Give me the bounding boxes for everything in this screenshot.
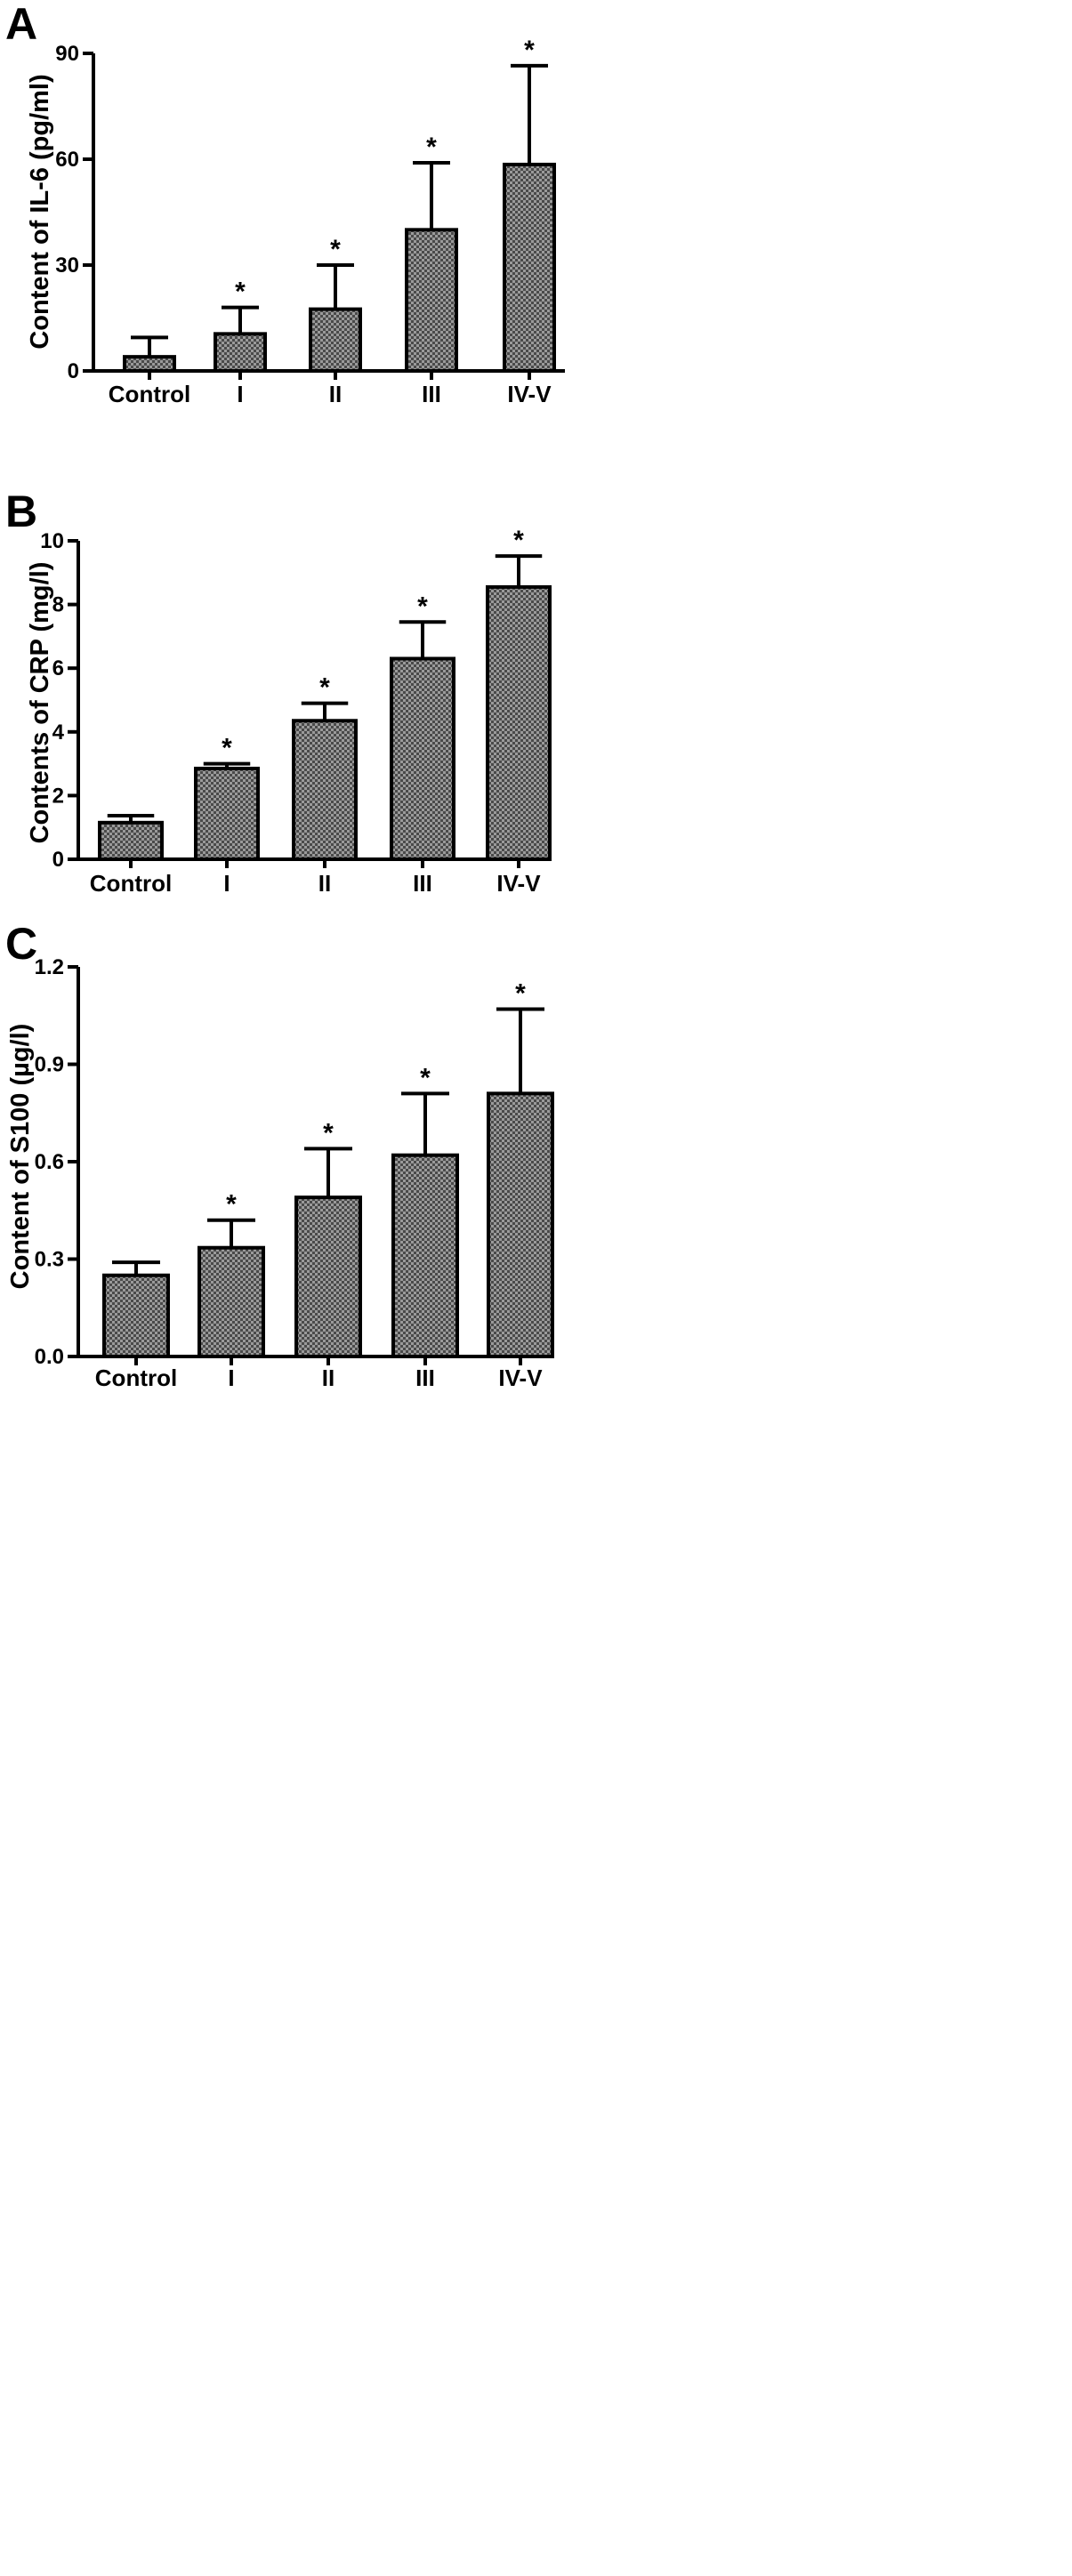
- y-axis-title-a: Content of IL-6 (pg/ml): [26, 74, 54, 349]
- chart-a-y-tick-label-2: 60: [55, 148, 79, 172]
- chart-a-significance-1: *: [235, 278, 246, 307]
- chart-b-significance-2: *: [319, 673, 330, 703]
- panel-letter-c: C: [5, 919, 37, 969]
- chart-b-bar-2: [292, 719, 358, 862]
- chart-a-category-label-4: IV-V: [507, 381, 552, 407]
- chart-a-category-label-0: Control: [109, 381, 190, 407]
- chart-a-significance-3: *: [426, 133, 437, 162]
- chart-a-significance-4: *: [524, 36, 535, 65]
- chart-b-bar-3: [390, 656, 455, 862]
- chart-b-y-tick-label-5: 10: [40, 529, 64, 553]
- chart-c-category-label-0: Control: [95, 1364, 177, 1391]
- chart-c-significance-2: *: [323, 1118, 334, 1147]
- chart-c-bar-4: [487, 1091, 554, 1358]
- chart-b: Control * I * II * III * IV-V 0 2 4 6 8 10: [40, 526, 552, 897]
- y-axis-title-c: Content of S100 (µg/l): [6, 1024, 35, 1290]
- chart-b-significance-1: *: [222, 734, 232, 763]
- chart-c-category-label-1: I: [228, 1364, 234, 1391]
- chart-c-category-label-3: III: [415, 1364, 435, 1391]
- panel-letter-a: A: [5, 0, 37, 49]
- chart-c-y-tick-label-4: 1.2: [35, 955, 64, 979]
- panel-letter-b: B: [5, 487, 37, 536]
- chart-a-y-tick-label-1: 30: [55, 254, 79, 278]
- chart-b-category-label-0: Control: [90, 870, 172, 897]
- chart-a-category-label-2: II: [329, 381, 342, 407]
- chart-b-bar-0: [98, 820, 164, 862]
- chart-c-bar-2: [294, 1195, 362, 1359]
- chart-b-bar-4: [486, 584, 552, 861]
- chart-b-category-label-2: II: [318, 870, 331, 897]
- chart-a-significance-2: *: [330, 235, 341, 264]
- chart-b-category-label-1: I: [223, 870, 230, 897]
- chart-c-significance-4: *: [515, 978, 526, 1008]
- chart-c-y-tick-label-2: 0.6: [35, 1150, 64, 1174]
- chart-c-significance-3: *: [420, 1063, 431, 1092]
- chart-b-category-label-3: III: [413, 870, 432, 897]
- chart-b-category-label-4: IV-V: [496, 870, 541, 897]
- chart-b-y-tick-label-3: 6: [52, 656, 64, 680]
- y-axis-title-b: Contents of CRP (mg/l): [26, 562, 54, 844]
- chart-a-y-tick-label-0: 0: [68, 359, 79, 383]
- chart-c-category-label-2: II: [322, 1364, 334, 1391]
- chart-a-bar-2: [309, 307, 362, 374]
- chart-b-bar-1: [194, 766, 260, 861]
- chart-b-y-tick-label-2: 4: [52, 720, 65, 745]
- chart-a-bar-4: [503, 162, 556, 373]
- chart-b-significance-4: *: [513, 526, 524, 555]
- chart-c-y-tick-label-0: 0.0: [35, 1345, 64, 1369]
- chart-a-bar-0: [123, 355, 176, 373]
- chart-a-y-tick-label-3: 90: [55, 42, 79, 66]
- chart-c-bar-3: [391, 1153, 459, 1358]
- chart-c-bar-1: [197, 1245, 265, 1358]
- panel-b: B Contents of CRP (mg/l) Control * I * II * II…: [5, 487, 552, 897]
- chart-b-y-tick-label-1: 2: [52, 784, 64, 808]
- chart-c-y-tick-label-3: 0.9: [35, 1053, 64, 1077]
- panel-a: A Content of IL-6 (pg/ml) Control * I * II * I…: [5, 0, 565, 407]
- chart-c-significance-1: *: [226, 1190, 237, 1220]
- chart-a-bar-1: [214, 332, 267, 374]
- chart-a-category-label-1: I: [237, 381, 243, 407]
- chart-b-y-tick-label-4: 8: [52, 593, 64, 617]
- chart-c-y-tick-label-1: 0.3: [35, 1248, 64, 1272]
- chart-a-bar-3: [405, 228, 458, 374]
- chart-a-category-label-3: III: [422, 381, 441, 407]
- chart-b-significance-3: *: [417, 592, 428, 621]
- panel-c: C Content of S100 (µg/l) Control * I * II * II…: [5, 919, 554, 1391]
- chart-a: Control * I * II * III * IV-V 0 30 60 90: [55, 36, 565, 407]
- chart-c-bar-0: [102, 1273, 170, 1358]
- chart-c: Control * I * II * III * IV-V 0.0 0.3 0.6 0.9 1.2: [35, 955, 554, 1391]
- chart-b-y-tick-label-0: 0: [52, 848, 64, 872]
- chart-c-category-label-4: IV-V: [498, 1364, 543, 1391]
